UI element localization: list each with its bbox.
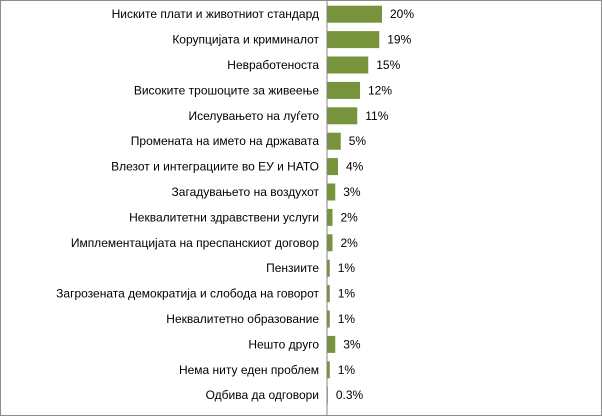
- category-label: Корупцијата и криминалот: [172, 33, 319, 47]
- category-label: Ниските плати и животниот стандард: [112, 7, 319, 21]
- category-label: Влезот и интеграциите во ЕУ и НАТО: [111, 160, 319, 174]
- category-label: Неквалитетни здравствени услуги: [129, 210, 319, 224]
- category-label: Високите трошоците за живеење: [134, 83, 320, 97]
- bar: [327, 335, 336, 353]
- data-label: 2%: [341, 236, 359, 250]
- bar: [327, 107, 358, 125]
- data-label: 2%: [341, 210, 359, 224]
- bar: [327, 310, 330, 328]
- data-label: 5%: [349, 134, 367, 148]
- data-label: 15%: [376, 58, 400, 72]
- bars: [327, 5, 382, 404]
- data-label: 1%: [338, 287, 356, 301]
- bar: [327, 81, 360, 99]
- data-label: 11%: [365, 109, 388, 123]
- bar: [327, 259, 330, 277]
- data-label: 3%: [343, 337, 361, 351]
- bar: [327, 5, 382, 23]
- category-label: Невработеноста: [227, 58, 319, 72]
- category-label: Загрозената демократија и слобода на гов…: [56, 287, 319, 301]
- data-label: 1%: [338, 261, 356, 275]
- category-label: Одбива да одговори: [206, 388, 319, 402]
- bar: [327, 183, 336, 201]
- category-label: Пензиите: [266, 261, 319, 275]
- category-label: Загадувањето на воздухот: [172, 185, 320, 199]
- category-label: Нема ниту еден проблем: [179, 363, 319, 377]
- data-label: 4%: [346, 160, 364, 174]
- data-label: 3%: [343, 185, 361, 199]
- data-label: 1%: [338, 312, 356, 326]
- data-label: 1%: [338, 363, 356, 377]
- bar: [327, 56, 369, 74]
- data-label: 20%: [390, 7, 414, 21]
- category-label: Нешто друго: [248, 337, 319, 351]
- category-label: Неквалитетно образование: [166, 312, 319, 326]
- bar: [327, 208, 333, 226]
- bar: [327, 132, 341, 150]
- data-label: 0.3%: [336, 388, 364, 402]
- bar: [327, 361, 330, 379]
- value-labels: 20% 19% 15% 12% 11% 5% 4% 3% 2% 2% 1% 1% 1% 3% 1% 0.3%: [336, 7, 415, 402]
- bar: [327, 31, 380, 49]
- bar: [327, 285, 330, 303]
- data-label: 12%: [368, 83, 392, 97]
- bar: [327, 234, 333, 252]
- category-label: Имплементацијата на преспанскиот договор: [71, 236, 320, 250]
- bar: [327, 158, 338, 176]
- category-label: Иселувањето на луѓето: [188, 109, 319, 123]
- category-labels: Ниските плати и животниот стандард Корупц…: [56, 7, 319, 402]
- category-label: Промената на името на државата: [131, 134, 320, 148]
- data-label: 19%: [387, 33, 411, 47]
